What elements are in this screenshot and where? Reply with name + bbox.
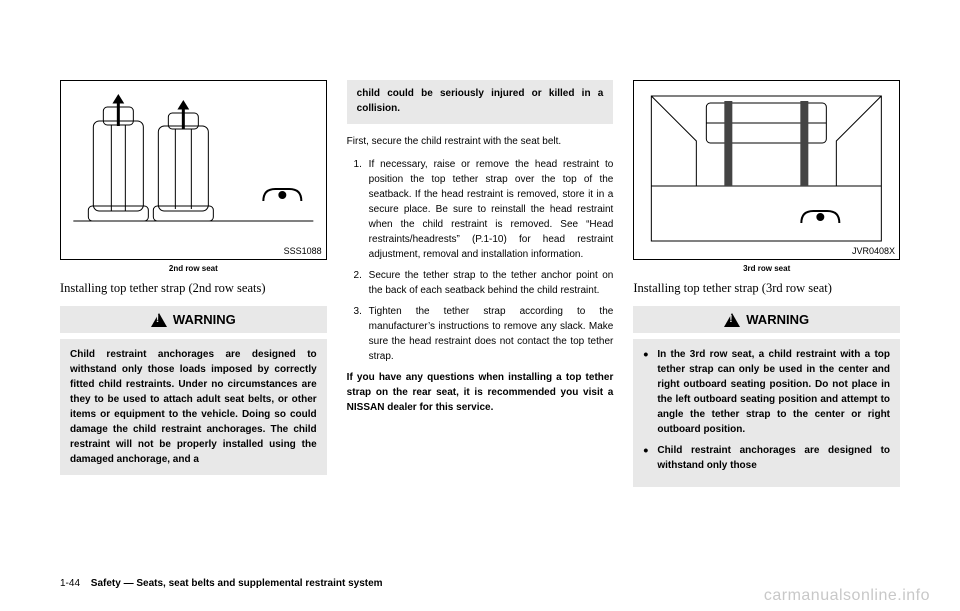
page-columns: SSS1088 2nd row seat Installing top teth… [60,80,900,540]
warning-text-left: Child restraint anchorages are designed … [60,339,327,475]
closing-note: If you have any questions when installin… [347,370,614,415]
warning-text-right: In the 3rd row seat, a child restraint w… [633,339,900,487]
figure-2nd-row: SSS1088 [60,80,327,260]
column-1: SSS1088 2nd row seat Installing top teth… [60,80,327,540]
figure-3rd-row: JVR0408X [633,80,900,260]
section-name: Safety — Seats, seat belts and supplemen… [91,578,383,589]
step-2: Secure the tether strap to the tether an… [365,268,614,298]
install-steps: If necessary, raise or remove the head r… [347,157,614,370]
section-title-3rd-row: Installing top tether strap (3rd row sea… [633,281,900,296]
figure-caption: 2nd row seat [60,264,327,273]
warning-label: WARNING [746,312,809,327]
warning-header-left: WARNING [60,306,327,333]
seat-diagram-2nd-row [61,81,326,259]
step-3: Tighten the tether strap according to th… [365,304,614,364]
warning-triangle-icon [151,313,167,327]
warning-bullet-1: In the 3rd row seat, a child restraint w… [643,347,890,437]
warning-triangle-icon [724,313,740,327]
figure-code: JVR0408X [852,246,895,256]
seat-diagram-3rd-row [634,81,899,259]
page-number: 1-44 [60,578,80,589]
warning-bullet-2: Child restraint anchorages are designed … [643,443,890,473]
section-title-2nd-row: Installing top tether strap (2nd row sea… [60,281,327,296]
warning-label: WARNING [173,312,236,327]
figure-caption: 3rd row seat [633,264,900,273]
warning-header-right: WARNING [633,306,900,333]
intro-text: First, secure the child restraint with t… [347,134,614,149]
warning-continuation: child could be seriously injured or kill… [347,80,614,124]
page-footer: 1-44 Safety — Seats, seat belts and supp… [60,578,383,589]
watermark: carmanualsonline.info [764,587,930,605]
column-3: JVR0408X 3rd row seat Installing top tet… [633,80,900,540]
column-2: child could be seriously injured or kill… [347,80,614,540]
figure-code: SSS1088 [284,246,322,256]
step-1: If necessary, raise or remove the head r… [365,157,614,262]
